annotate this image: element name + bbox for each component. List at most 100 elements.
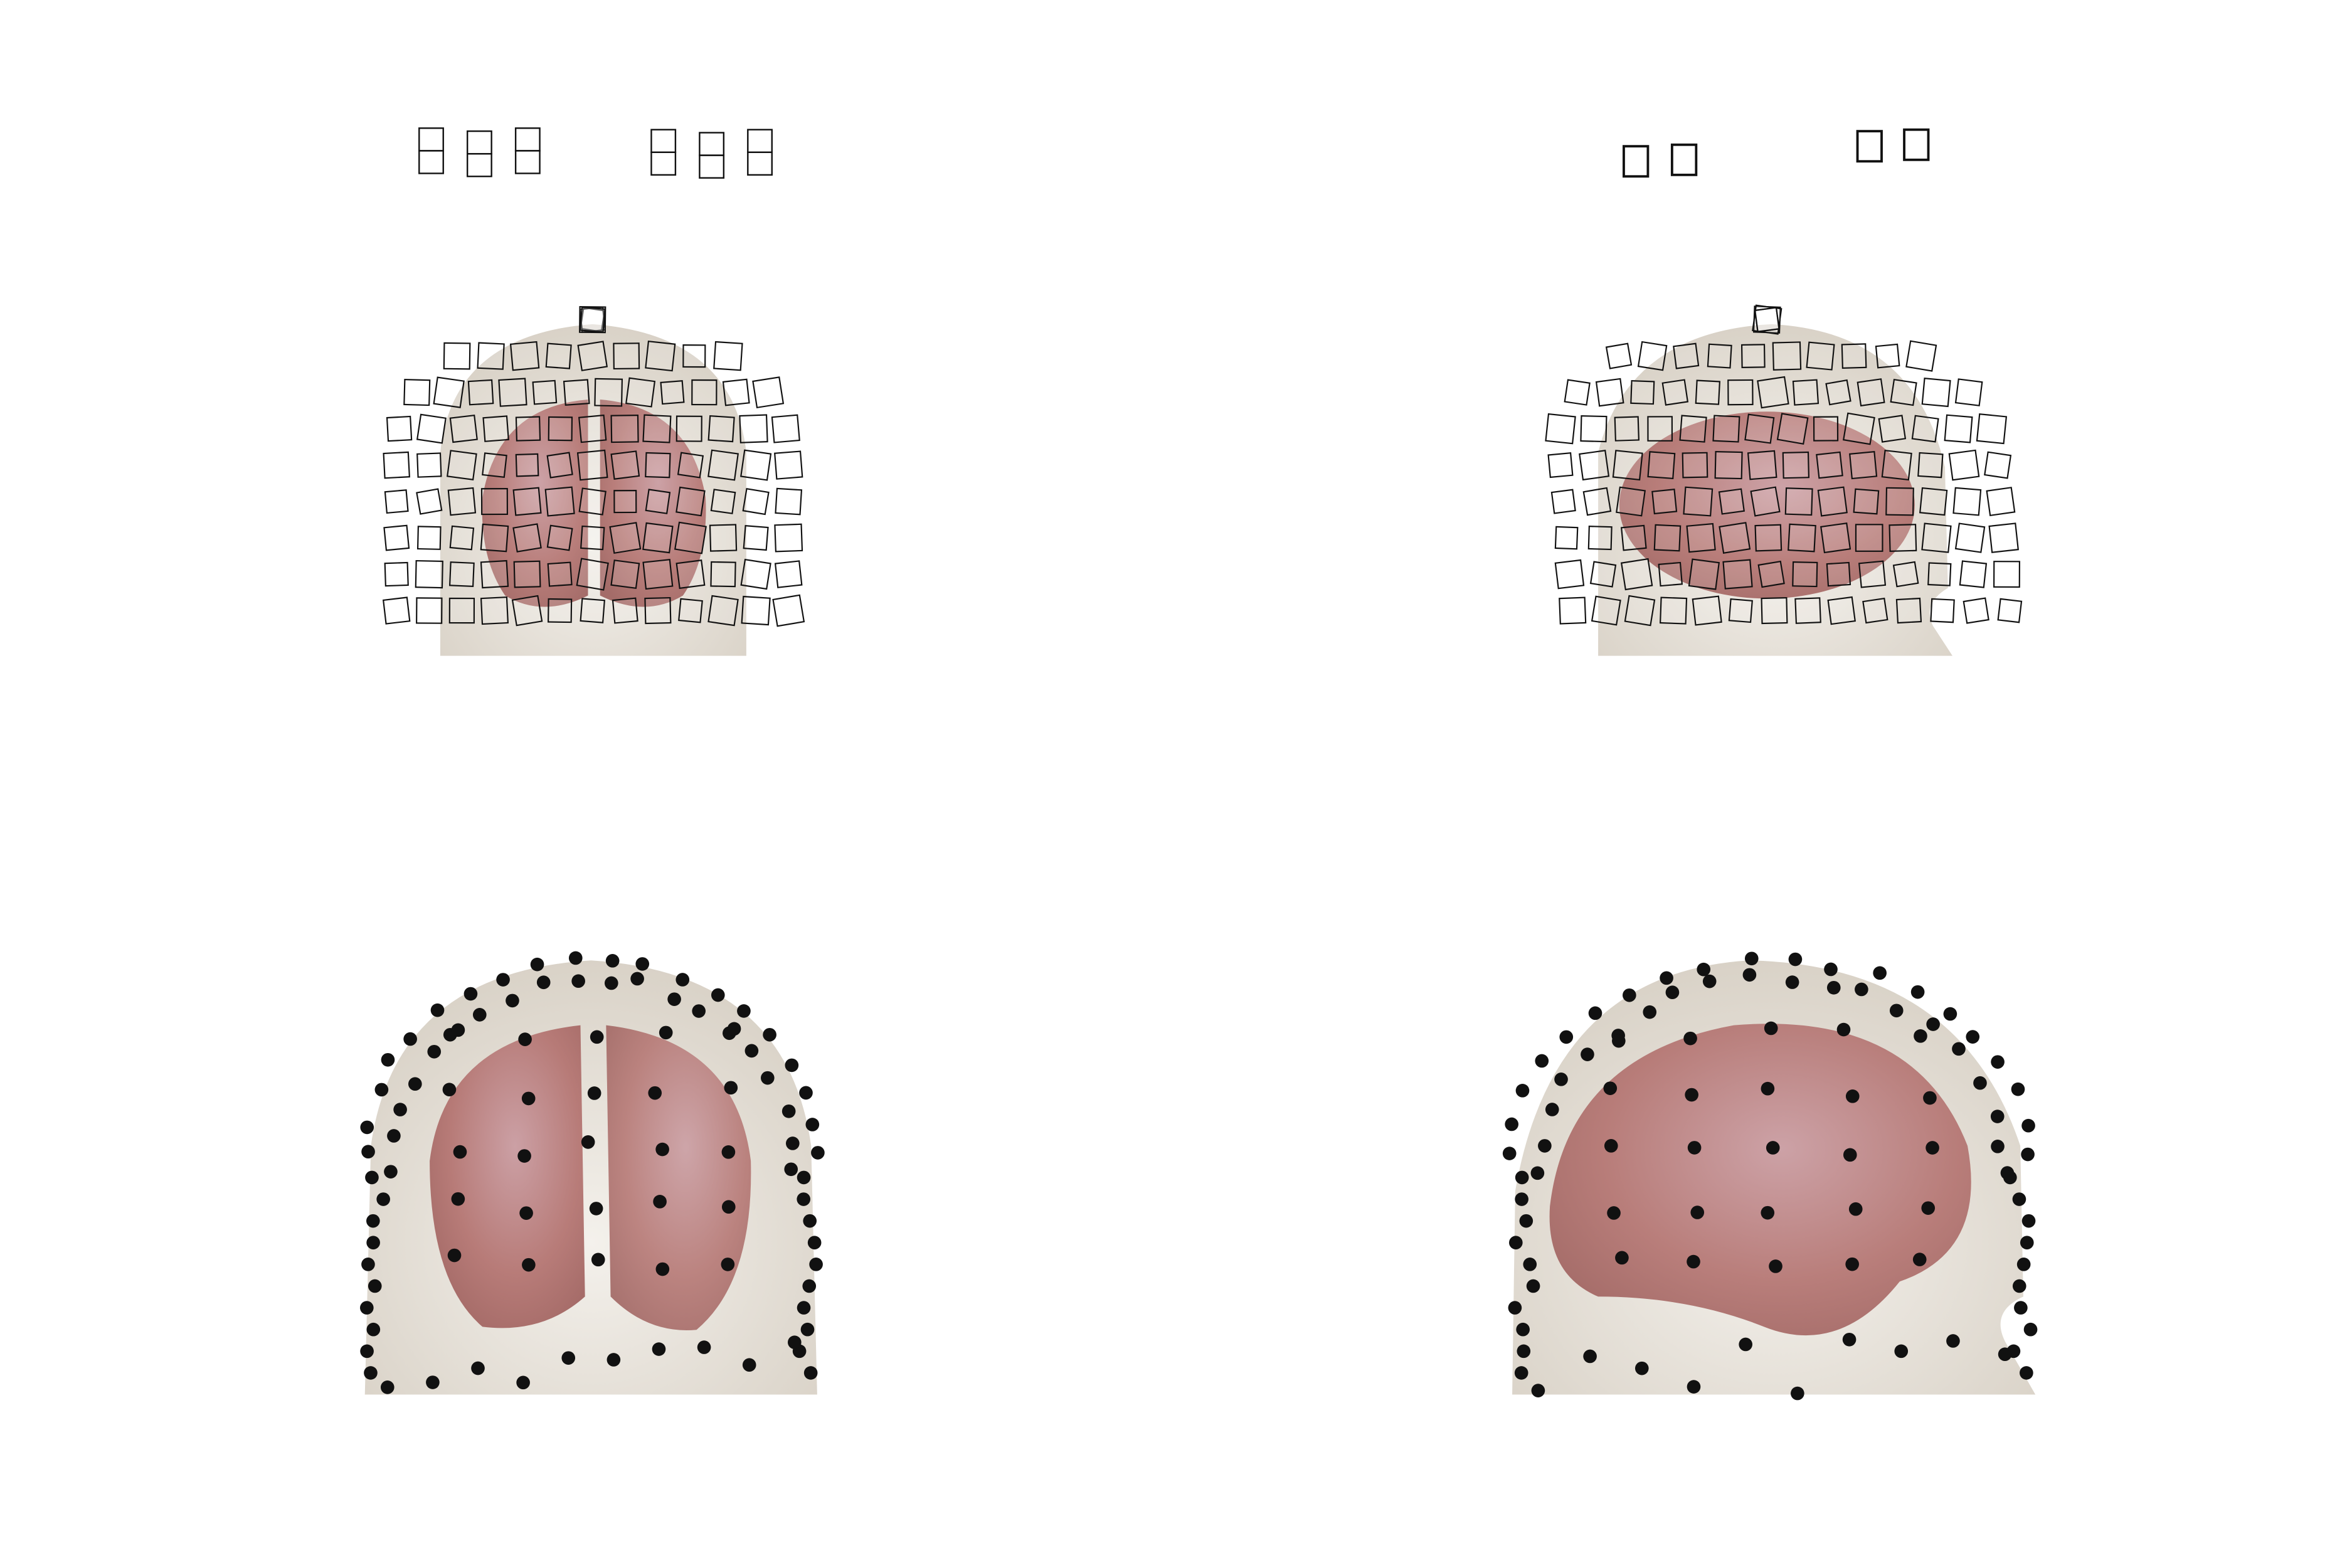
sensor (1788, 523, 1816, 553)
sensor (1881, 450, 1912, 481)
electrode (1910, 985, 1925, 999)
sensor (578, 414, 607, 443)
ref-sensor (699, 154, 725, 179)
electrode (1845, 1257, 1859, 1271)
electrode (1612, 1034, 1626, 1048)
sensor (1948, 449, 1980, 481)
electrode (1761, 1205, 1775, 1220)
sensor (678, 598, 703, 623)
electrode (1973, 1076, 1987, 1090)
electrode (781, 1104, 796, 1118)
sensor (1712, 415, 1740, 443)
ref-sensor (650, 151, 677, 176)
electrode (472, 1008, 487, 1022)
electrode (1685, 1088, 1698, 1102)
sensor (1849, 450, 1878, 480)
sensor (713, 341, 743, 371)
panel-eeg-side (1502, 951, 2038, 1401)
sensor (1747, 450, 1777, 480)
sensor (1993, 561, 2021, 588)
electrode (522, 1258, 536, 1272)
sensor (576, 558, 609, 591)
sensor (1761, 597, 1788, 625)
sensor (1683, 486, 1714, 517)
sensor (1954, 522, 1986, 553)
electrode (1923, 1091, 1937, 1105)
electrode (427, 1044, 442, 1059)
sensor (1752, 304, 1783, 335)
sensor (1673, 342, 1700, 369)
sensor (1890, 378, 1917, 406)
sensor (644, 596, 672, 625)
sensor (1679, 415, 1707, 443)
electrode (1836, 1022, 1851, 1037)
sensor (1895, 597, 1922, 624)
sensor (383, 524, 410, 551)
electrode (1517, 1344, 1531, 1359)
electrode (2020, 1366, 2033, 1380)
sensor (707, 595, 739, 627)
sensor (1776, 413, 1809, 445)
sensor (1692, 595, 1722, 626)
electrode (1848, 1202, 1863, 1216)
electrode (697, 1340, 711, 1354)
electrode (2016, 1258, 2031, 1271)
sensor (1842, 412, 1875, 445)
electrode (1788, 952, 1803, 967)
electrode (587, 1086, 601, 1100)
sensor (1647, 451, 1676, 480)
electrode (361, 1145, 375, 1159)
electrode (727, 1022, 741, 1036)
sensor (1888, 524, 1917, 553)
sensor (579, 306, 606, 333)
electrode (442, 1083, 457, 1097)
sensor (1744, 413, 1775, 444)
sensor (1792, 379, 1820, 406)
electrode (763, 1027, 776, 1042)
sensor (1630, 380, 1655, 405)
ref-sensor (1623, 145, 1650, 178)
sensor (1564, 379, 1591, 406)
sensor (609, 522, 642, 554)
sensor (448, 561, 475, 587)
sensor (739, 414, 768, 443)
electrode (506, 993, 519, 1008)
sensor (771, 414, 800, 443)
ref-sensor (1856, 130, 1883, 163)
sensor (740, 449, 772, 481)
electrode (1943, 1007, 1957, 1021)
sensor (1757, 376, 1789, 409)
electrode (517, 1149, 531, 1163)
sensor (1605, 342, 1633, 369)
sensor (1976, 413, 2008, 445)
electrode (1914, 1029, 1927, 1043)
electrode (653, 1195, 667, 1209)
sensor (532, 379, 558, 405)
sensor (1550, 489, 1576, 514)
electrode (1687, 1254, 1700, 1269)
electrode (1824, 962, 1838, 977)
electrode (519, 1206, 533, 1220)
sensor (1740, 344, 1766, 368)
electrode (536, 975, 551, 990)
electrode (590, 1030, 604, 1044)
sensor (1892, 561, 1919, 588)
electrode (1687, 1141, 1702, 1155)
electrode (1526, 1279, 1540, 1293)
electrode (366, 1236, 380, 1250)
electrode (809, 1258, 823, 1271)
electrode (605, 954, 620, 968)
brain (1549, 1024, 1971, 1336)
electrode (571, 974, 585, 988)
sensor (709, 524, 738, 552)
electrode (1739, 1337, 1752, 1352)
electrode (1845, 1089, 1860, 1103)
sensor (416, 413, 447, 444)
electrode (742, 1358, 756, 1372)
sensor (642, 559, 674, 590)
sensor (1718, 488, 1745, 515)
sensor (384, 561, 409, 587)
sensor (674, 521, 707, 554)
electrode (1535, 1054, 1549, 1068)
